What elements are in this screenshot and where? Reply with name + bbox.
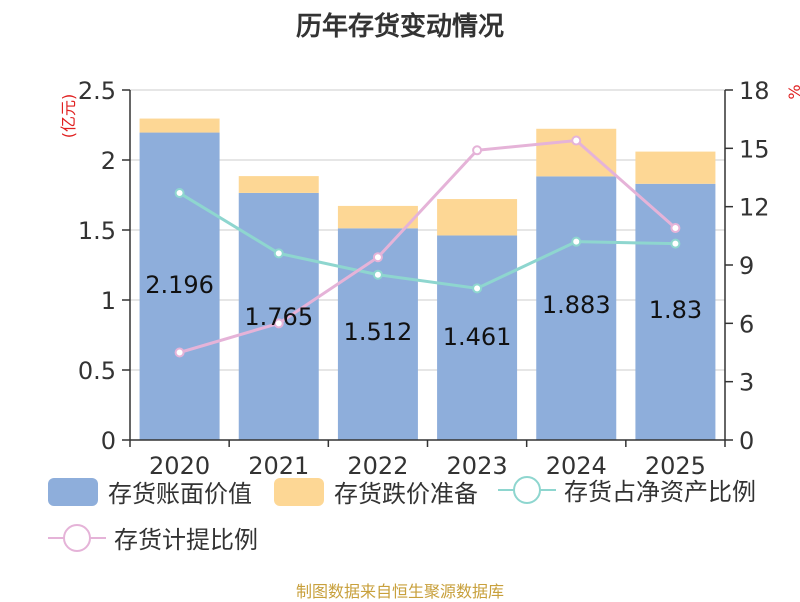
bar-book-value bbox=[337, 228, 418, 440]
bar-impairment bbox=[238, 176, 319, 193]
legend-label-net-asset-ratio: 存货占净资产比例 bbox=[564, 478, 756, 506]
legend-item-impairment[interactable]: 存货跌价准备 bbox=[274, 474, 478, 509]
x-axis-tick-label: 2025 bbox=[645, 452, 706, 480]
point-net-asset-ratio bbox=[571, 236, 582, 247]
legend-label-impairment: 存货跌价准备 bbox=[334, 480, 478, 508]
chart-title: 历年存货变动情况 bbox=[295, 12, 504, 42]
left-axis-tick-label: 1.5 bbox=[78, 217, 116, 245]
left-axis-tick-label: 0.5 bbox=[78, 357, 116, 385]
left-axis-tick-label: 0 bbox=[101, 427, 116, 455]
bar-book-value bbox=[238, 192, 319, 440]
legend-label-book-value: 存货账面价值 bbox=[108, 480, 252, 508]
point-net-asset-ratio bbox=[670, 238, 681, 249]
point-net-asset-ratio bbox=[472, 283, 483, 294]
x-axis-tick-label: 2022 bbox=[347, 452, 408, 480]
legend-swatch-book-value bbox=[48, 477, 98, 506]
right-axis-tick-label: 12 bbox=[739, 194, 770, 222]
legend-marker-provision-ratio bbox=[48, 523, 106, 553]
left-axis-unit: (亿元) bbox=[59, 94, 78, 139]
left-axis-tick-label: 1 bbox=[101, 287, 116, 315]
legend-item-provision-ratio[interactable]: 存货计提比例 bbox=[48, 520, 258, 555]
bar-value-label: 2.196 bbox=[145, 271, 214, 299]
left-axis-tick-label: 2.5 bbox=[78, 77, 116, 105]
right-axis-tick-label: 9 bbox=[739, 252, 754, 280]
x-axis-tick-label: 2024 bbox=[546, 452, 607, 480]
point-provision-ratio bbox=[273, 318, 284, 329]
bar-value-label: 1.461 bbox=[443, 323, 512, 351]
legend-item-book-value[interactable]: 存货账面价值 bbox=[48, 474, 252, 509]
line-provision-ratio bbox=[179, 138, 677, 354]
bar-book-value bbox=[139, 132, 220, 440]
bar-impairment bbox=[635, 151, 716, 184]
x-axis-tick-label: 2021 bbox=[248, 452, 309, 480]
bar-impairment bbox=[139, 118, 220, 133]
left-axis-tick-label: 2 bbox=[101, 147, 116, 175]
x-axis-tick-label: 2020 bbox=[149, 452, 210, 480]
bar-value-label: 1.512 bbox=[344, 318, 413, 346]
bar-book-value bbox=[437, 235, 518, 440]
point-provision-ratio bbox=[472, 145, 483, 156]
data-source-note: 制图数据来自恒生聚源数据库 bbox=[295, 582, 504, 601]
x-axis-tick-label: 2023 bbox=[447, 452, 508, 480]
bar-value-label: 1.883 bbox=[542, 291, 611, 319]
point-net-asset-ratio bbox=[273, 248, 284, 259]
right-axis-tick-label: 6 bbox=[739, 310, 754, 338]
right-axis-unit: % bbox=[785, 84, 800, 99]
point-provision-ratio bbox=[571, 135, 582, 146]
bar-impairment bbox=[337, 205, 418, 229]
point-provision-ratio bbox=[670, 223, 681, 234]
point-net-asset-ratio bbox=[372, 269, 383, 280]
right-axis-tick-label: 3 bbox=[739, 369, 754, 397]
bar-value-label: 1.83 bbox=[649, 296, 702, 324]
right-axis-tick-label: 0 bbox=[739, 427, 754, 455]
bar-impairment bbox=[437, 199, 518, 236]
legend-swatch-impairment bbox=[274, 477, 324, 506]
bar-value-label: 1.765 bbox=[244, 303, 313, 331]
right-axis-tick-label: 18 bbox=[739, 77, 770, 105]
legend-marker-net-asset-ratio bbox=[498, 475, 556, 505]
legend-item-net-asset-ratio[interactable]: 存货占净资产比例 bbox=[498, 472, 756, 507]
point-provision-ratio bbox=[174, 347, 185, 358]
legend-label-provision-ratio: 存货计提比例 bbox=[114, 526, 258, 554]
right-axis-tick-label: 15 bbox=[739, 135, 770, 163]
point-net-asset-ratio bbox=[174, 188, 185, 199]
bar-book-value bbox=[536, 176, 617, 440]
point-provision-ratio bbox=[372, 252, 383, 263]
line-net-asset-ratio bbox=[178, 191, 676, 290]
